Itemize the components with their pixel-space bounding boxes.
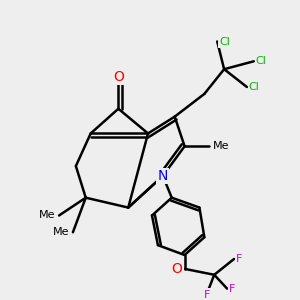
Text: Me: Me [39, 211, 55, 220]
Text: F: F [204, 290, 211, 300]
Text: F: F [236, 254, 242, 264]
Text: Cl: Cl [249, 82, 260, 92]
Text: O: O [172, 262, 183, 276]
Text: Me: Me [213, 141, 230, 151]
Text: Cl: Cl [256, 56, 267, 66]
Text: F: F [229, 284, 236, 294]
Text: Me: Me [52, 227, 69, 237]
Text: N: N [158, 169, 168, 183]
Text: Cl: Cl [219, 37, 230, 46]
Text: O: O [113, 70, 124, 84]
